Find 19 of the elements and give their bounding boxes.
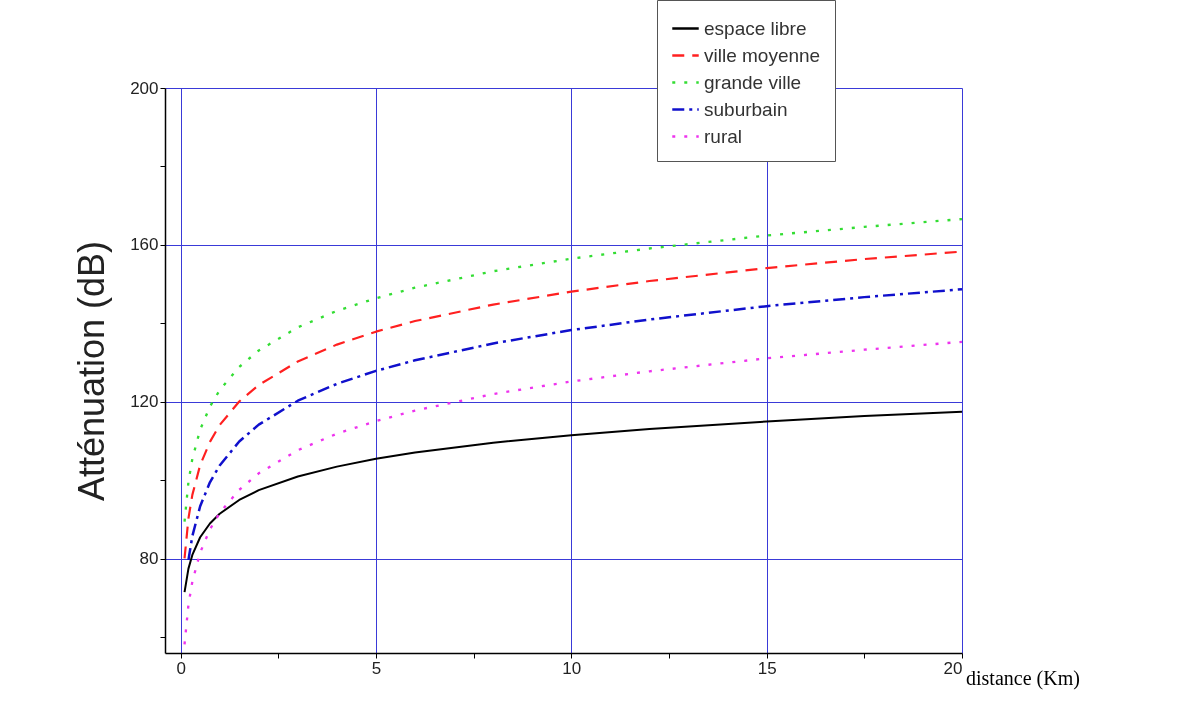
line-series	[183, 410, 963, 594]
x-tick-label: 0	[176, 658, 186, 678]
x-tick-label: 5	[371, 658, 382, 678]
x-tick-label: 10	[562, 658, 582, 678]
line-series	[183, 340, 964, 646]
x-tick-label: 20	[943, 658, 963, 678]
y-tick-label: 200	[130, 78, 159, 98]
legend-label: rural	[704, 125, 743, 147]
x-tick-label: 15	[757, 658, 777, 678]
x-axis-title: distance (Km)	[966, 667, 1080, 690]
legend-label: grande ville	[704, 71, 802, 93]
y-tick-label: 80	[139, 549, 159, 569]
legend-label: espace libre	[704, 17, 807, 39]
legend-label: suburbain	[704, 98, 788, 120]
y-tick-label: 120	[130, 392, 159, 412]
legend-label: ville moyenne	[704, 44, 821, 66]
line-series	[183, 217, 964, 523]
y-axis-title: Atténuation (dB)	[71, 240, 113, 502]
y-tick-label: 160	[130, 235, 159, 255]
